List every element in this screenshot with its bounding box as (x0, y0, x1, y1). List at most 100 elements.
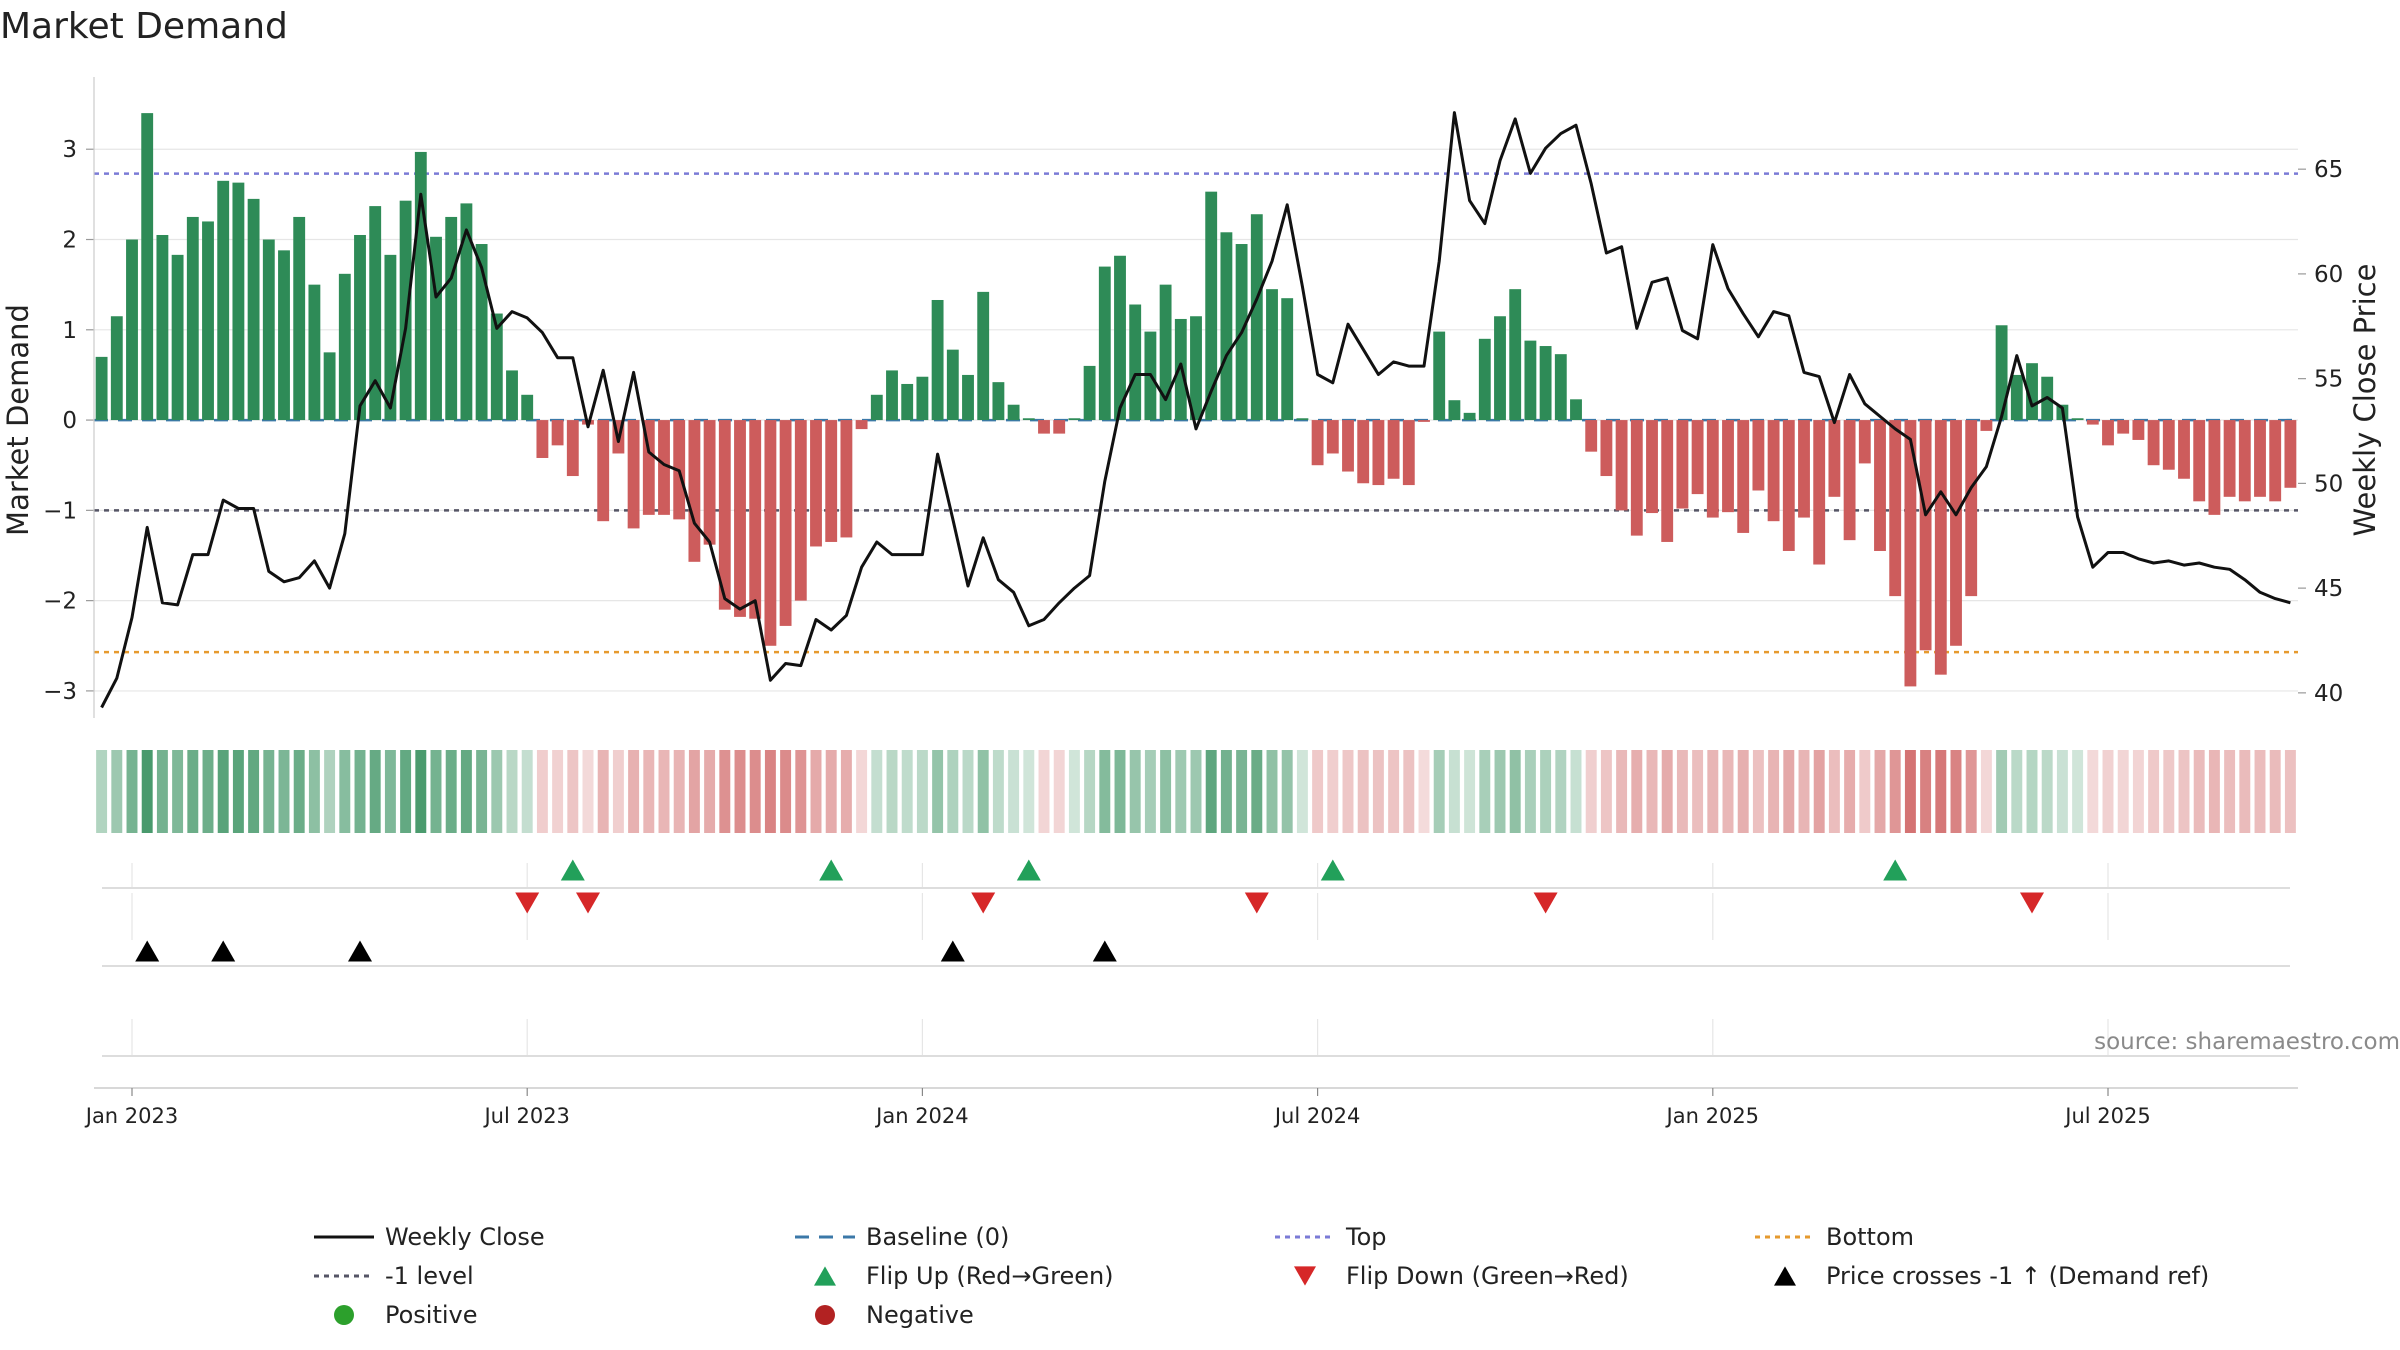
demand-bar (642, 420, 655, 515)
flip-up-marker (1016, 859, 1041, 881)
strip-cell (1236, 750, 1248, 833)
strip-cell (1555, 750, 1567, 833)
demand-bar (384, 254, 397, 421)
demand-bar (658, 420, 670, 515)
demand-bar (1539, 346, 1552, 421)
demand-bar (688, 420, 701, 562)
demand-bar (278, 250, 290, 421)
demand-bar (171, 254, 184, 421)
demand-bar (1752, 420, 1765, 491)
strip-cell (612, 750, 624, 833)
strip-cell (1737, 750, 1749, 833)
demand-bar (1022, 418, 1035, 421)
demand-bar (506, 370, 518, 421)
demand-bar (1266, 289, 1278, 421)
price-cross-marker (211, 940, 236, 962)
flip-up-marker (1883, 859, 1908, 881)
strip-cell (2148, 750, 2160, 833)
strip-cell (339, 750, 351, 833)
strip-cell (1813, 750, 1825, 833)
strip-cell (1874, 750, 1886, 833)
demand-bar (1676, 420, 1689, 509)
legend-minus-one-label: -1 level (385, 1262, 474, 1290)
strip-cell (2254, 750, 2266, 833)
strip-cell (977, 750, 989, 833)
strip-cell (992, 750, 1004, 833)
demand-bar (460, 203, 473, 421)
strip-cell (2178, 750, 2190, 833)
flip-up-marker (1320, 859, 1345, 881)
demand-bar (1402, 420, 1415, 486)
strip-cell (126, 750, 138, 833)
legend-flip-up-label: Flip Up (Red→Green) (866, 1262, 1114, 1290)
price-cross-marker (135, 940, 160, 962)
demand-bar (1159, 284, 1172, 421)
demand-bar (779, 420, 792, 626)
strip-cell (1327, 750, 1339, 833)
strip-cell (2239, 750, 2251, 833)
strip-cell (2193, 750, 2205, 833)
demand-bar (2117, 420, 2130, 434)
strip-cell (886, 750, 898, 833)
x-tick-label: Jul 2025 (2063, 1104, 2150, 1128)
strip-cell (1281, 750, 1293, 833)
strip-cell (521, 750, 533, 833)
strip-cell (278, 750, 290, 833)
demand-bar (1038, 420, 1050, 434)
strip-cell (1768, 750, 1780, 833)
demand-bar (2254, 420, 2266, 497)
strip-cell (172, 750, 184, 833)
chart-title: Market Demand (0, 6, 288, 47)
strip-cell (1828, 750, 1840, 833)
strip-cell (1205, 750, 1217, 833)
strip-cell (111, 750, 123, 833)
strip-cell (324, 750, 336, 833)
demand-bar (1934, 420, 1947, 675)
demand-bar (916, 376, 929, 421)
strip-cell (1707, 750, 1719, 833)
strip-cell (1357, 750, 1369, 833)
strip-cell (1084, 750, 1096, 833)
y2-tick-label: 60 (2314, 262, 2343, 288)
strip-cell (856, 750, 868, 833)
demand-bar (825, 420, 838, 542)
demand-bar (490, 313, 503, 421)
strip-cell (795, 750, 807, 833)
demand-bar (551, 420, 564, 446)
demand-bar (1053, 420, 1066, 434)
demand-bar (399, 200, 412, 421)
strip-cell (415, 750, 427, 833)
demand-bar (1357, 420, 1370, 484)
strip-cell (141, 750, 153, 833)
demand-bar (202, 221, 214, 421)
demand-bar (2238, 420, 2251, 502)
strip-cell (1722, 750, 1734, 833)
strip-cell (1464, 750, 1476, 833)
demand-bar (1858, 420, 1871, 464)
strip-cell (962, 750, 974, 833)
strip-cell (1980, 750, 1992, 833)
demand-bar (1524, 340, 1537, 421)
strip-cell (1251, 750, 1263, 833)
demand-bar (475, 244, 488, 421)
x-tick-label: Jan 2024 (874, 1104, 969, 1128)
demand-bar (156, 234, 169, 421)
demand-bar (217, 180, 230, 421)
x-axis: Jan 2023 Jul 2023 Jan 2024 Jul 2024 Jan 2025… (84, 1087, 2298, 1128)
strip-cell (1296, 750, 1308, 833)
strip-cell (840, 750, 852, 833)
demand-bar (886, 370, 898, 421)
demand-bar (1418, 420, 1430, 422)
demand-bar (2269, 420, 2282, 502)
x-tick-label: Jul 2023 (482, 1104, 569, 1128)
strip-cell (1950, 750, 1962, 833)
strip-cell (1053, 750, 1065, 833)
legend-flip-down-symbol (1294, 1266, 1316, 1286)
demand-bar (1083, 365, 1096, 421)
demand-bar (1007, 404, 1020, 421)
y-tick-label: 3 (62, 137, 77, 163)
strip-cell (871, 750, 883, 833)
y2-tick-label: 65 (2314, 157, 2343, 183)
demand-bar (703, 420, 716, 545)
strip-cell (825, 750, 837, 833)
